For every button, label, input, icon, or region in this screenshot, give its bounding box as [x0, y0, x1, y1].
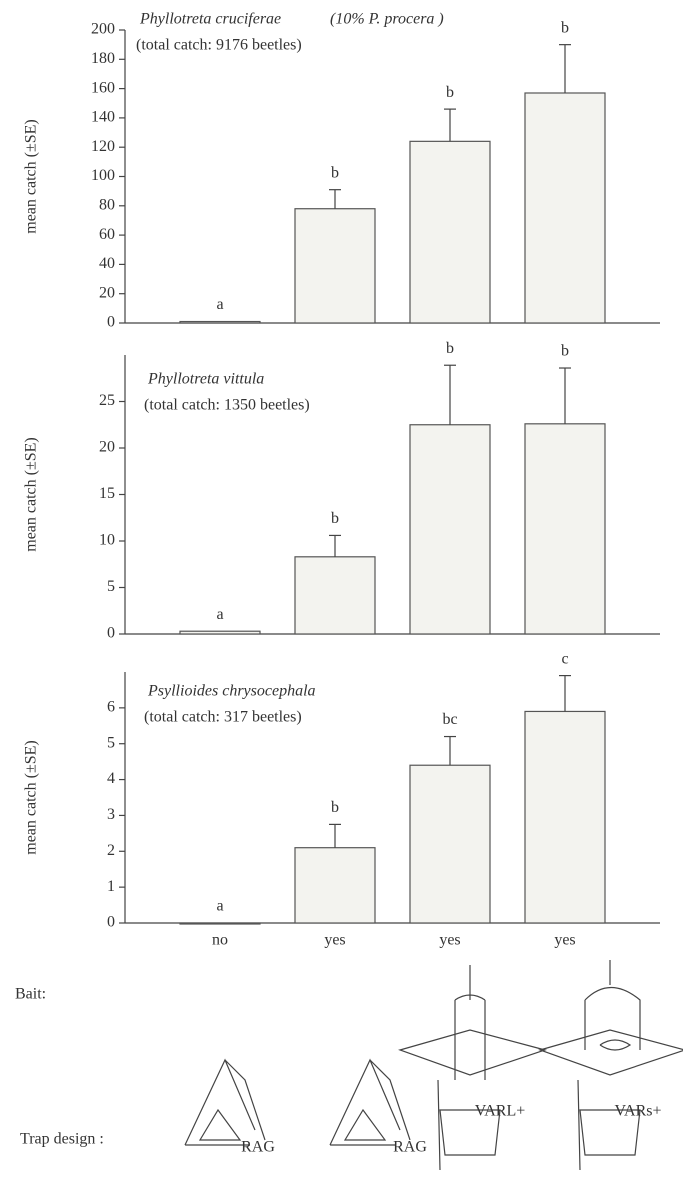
y-tick-label: 6 — [107, 699, 115, 716]
significance-letter: b — [331, 510, 339, 527]
y-tick-label: 1 — [107, 878, 115, 895]
significance-letter: b — [561, 19, 569, 36]
y-tick-label: 20 — [99, 284, 115, 301]
significance-letter: b — [561, 343, 569, 360]
bar — [294, 208, 376, 324]
y-tick-label: 2 — [107, 842, 115, 859]
y-tick-label: 120 — [91, 138, 115, 155]
y-tick-label: 60 — [99, 226, 115, 243]
significance-letter: b — [446, 340, 454, 357]
bar — [294, 556, 376, 635]
y-tick-label: 0 — [107, 314, 115, 331]
trap-design-label: Trap design : — [20, 1131, 104, 1148]
y-tick-label: 3 — [107, 806, 115, 823]
bar — [524, 423, 606, 635]
significance-letter: b — [331, 799, 339, 816]
y-tick-label: 10 — [99, 532, 115, 549]
significance-letter: a — [216, 606, 223, 623]
significance-letter: bc — [442, 711, 457, 728]
trap-label: VARs+ — [615, 1103, 662, 1120]
y-tick-label: 20 — [99, 439, 115, 456]
significance-letter: a — [216, 898, 223, 915]
x-tick-label: no — [212, 932, 228, 949]
significance-letter: b — [446, 84, 454, 101]
bar — [409, 764, 491, 924]
chart-subtitle: (total catch: 317 beetles) — [144, 709, 302, 726]
title-note: (10% P. procera ) — [330, 11, 444, 28]
y-tick-label: 80 — [99, 196, 115, 213]
y-tick-label: 0 — [107, 625, 115, 642]
y-axis-label: mean catch (±SE) — [23, 119, 40, 234]
y-tick-label: 160 — [91, 79, 115, 96]
x-axis-label: Bait: — [15, 986, 46, 1003]
bar — [179, 630, 261, 635]
trap-label: RAG — [241, 1139, 275, 1156]
x-tick-label: yes — [554, 932, 575, 949]
trap-drawings — [184, 960, 683, 1171]
bar — [524, 710, 606, 924]
y-tick-label: 140 — [91, 109, 115, 126]
y-tick-label: 40 — [99, 255, 115, 272]
x-tick-label: yes — [439, 932, 460, 949]
y-tick-label: 200 — [91, 21, 115, 38]
trap-label: RAG — [393, 1139, 427, 1156]
significance-letter: c — [561, 650, 568, 667]
chart-subtitle: (total catch: 9176 beetles) — [136, 37, 302, 54]
chart-title: Phyllotreta cruciferae — [139, 11, 281, 28]
bar — [179, 922, 261, 925]
y-tick-label: 100 — [91, 167, 115, 184]
chart-subtitle: (total catch: 1350 beetles) — [144, 397, 310, 414]
significance-letter: b — [331, 164, 339, 181]
y-tick-label: 180 — [91, 50, 115, 67]
y-tick-label: 15 — [99, 485, 115, 502]
bar — [409, 424, 491, 635]
x-tick-label: yes — [324, 932, 345, 949]
y-tick-label: 4 — [107, 770, 115, 787]
bar — [524, 92, 606, 324]
bar — [294, 847, 376, 924]
bar — [409, 140, 491, 324]
chart-title: Psyllioides chrysocephala — [147, 683, 316, 700]
y-axis-label: mean catch (±SE) — [23, 740, 40, 855]
y-axis-label: mean catch (±SE) — [23, 437, 40, 552]
significance-letter: a — [216, 296, 223, 313]
y-tick-label: 5 — [107, 734, 115, 751]
y-tick-label: 5 — [107, 578, 115, 595]
y-tick-label: 0 — [107, 914, 115, 931]
y-tick-label: 25 — [99, 392, 115, 409]
chart-title: Phyllotreta vittula — [147, 371, 264, 388]
bar — [179, 320, 261, 324]
trap-label: VARL+ — [475, 1103, 526, 1120]
